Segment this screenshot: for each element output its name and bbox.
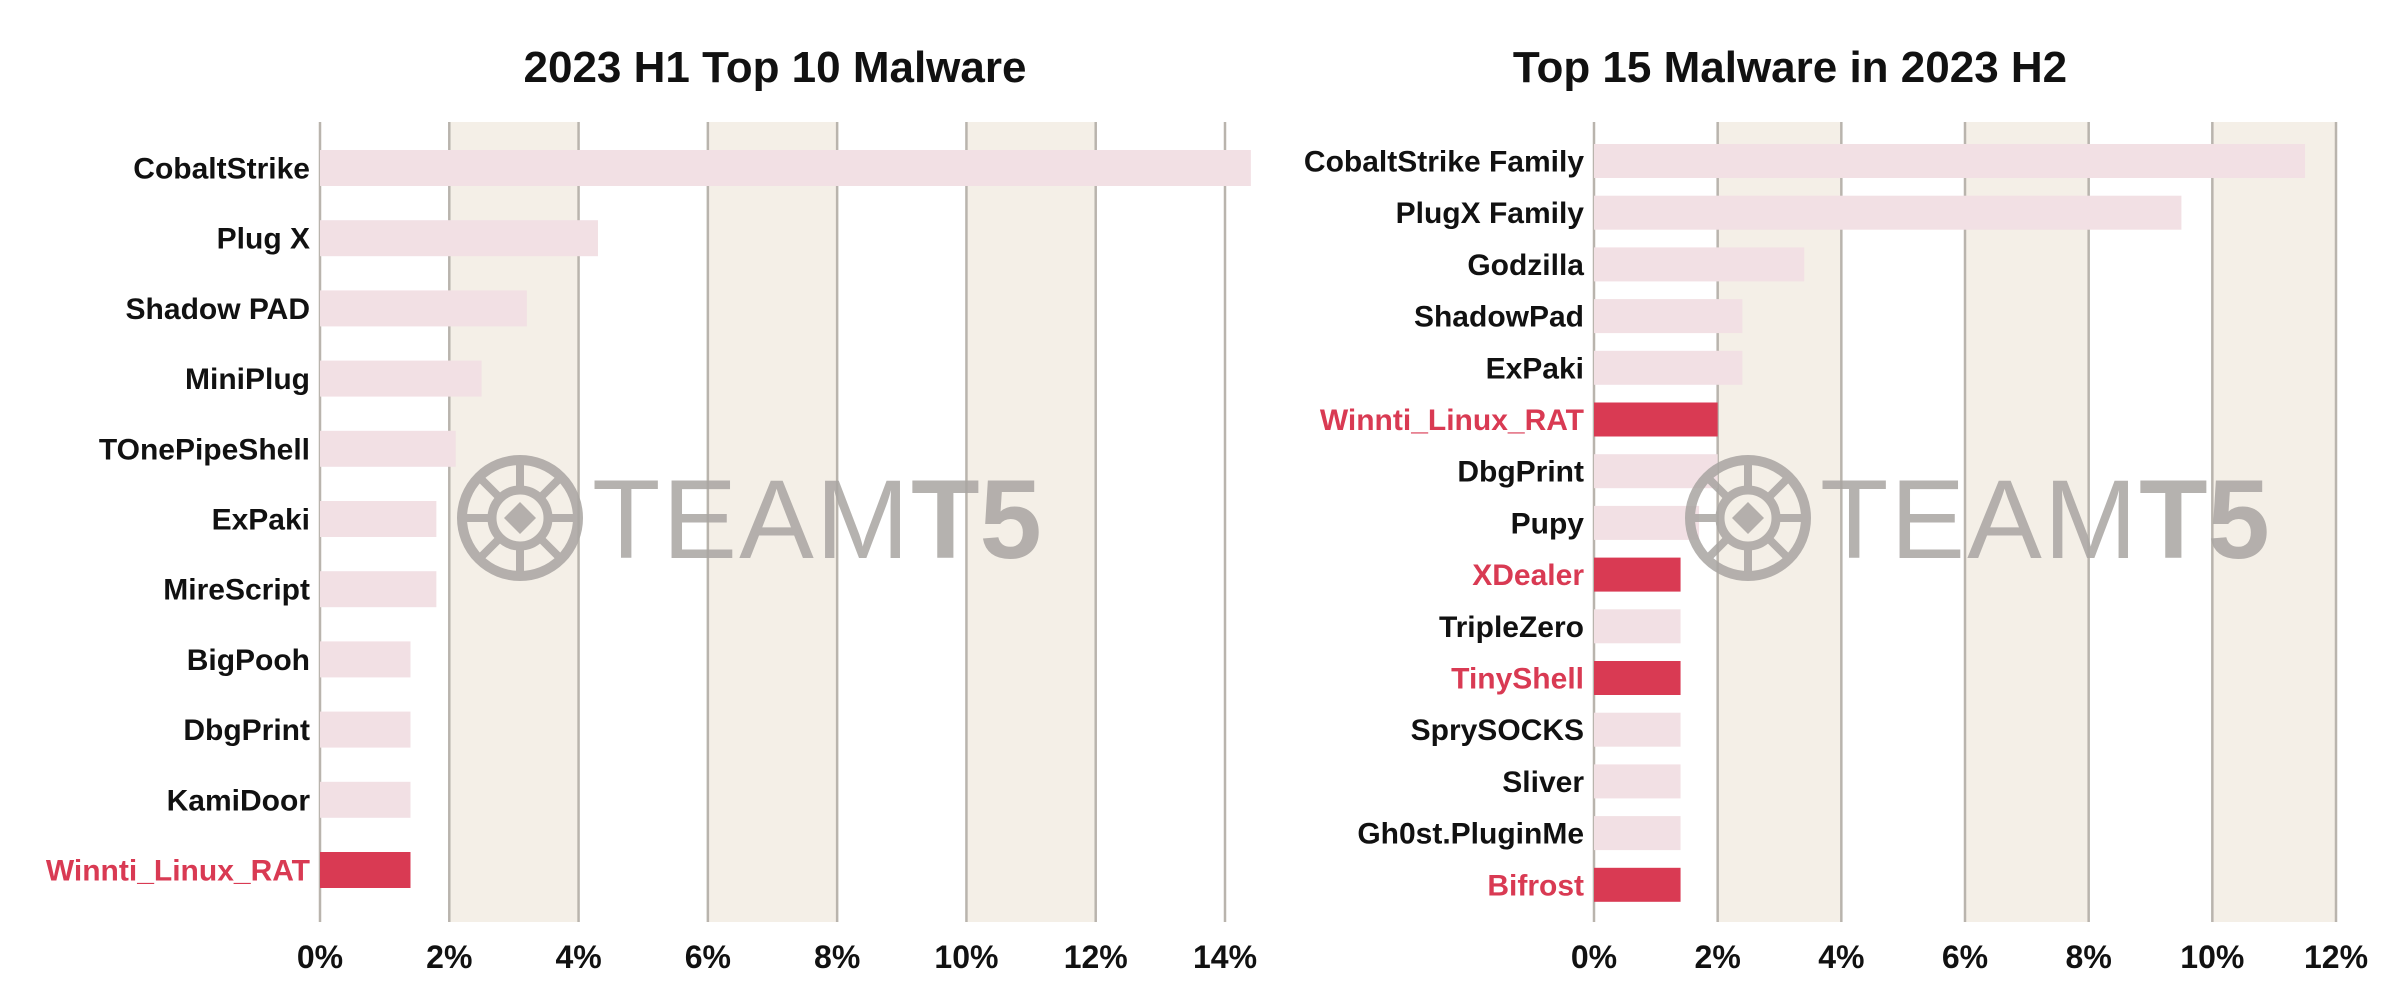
chart-h2-category-label: Godzilla [1467, 249, 1584, 282]
chart-h1-category-label: MireScript [163, 574, 310, 607]
chart-h1-category-label: TOnePipeShell [99, 433, 310, 466]
chart-h2-bar [1594, 505, 1700, 540]
chart-h2-category-label: TinyShell [1451, 663, 1584, 696]
chart-h2-bar [1594, 661, 1681, 695]
chart-h2-title: Top 15 Malware in 2023 H2 [1513, 43, 2067, 92]
chart-h2-x-tick-label: 4% [1818, 939, 1864, 975]
chart-h2-category-label: ExPaki [1486, 352, 1584, 385]
chart-h1-category-label: BigPooh [187, 644, 310, 677]
chart-h1-bar [320, 150, 1251, 186]
chart-h1-title: 2023 H1 Top 10 Malware [524, 43, 1027, 92]
chart-h2-category-label: Sliver [1502, 766, 1584, 799]
chart-h1-bar [320, 290, 527, 327]
chart-h1-x-ticks: 0% 2% 4% 6% 8% 10% 12% 14% [297, 939, 1257, 975]
chart-h1-bar [320, 711, 411, 748]
chart-h2-x-ticks: 0% 2% 4% 6% 8% 10% 12% [1571, 939, 2368, 975]
chart-h2-x-tick-label: 8% [2066, 939, 2112, 975]
chart-h2-x-tick-label: 10% [2180, 939, 2244, 975]
chart-h2-bars [1594, 144, 2306, 902]
chart-h2-bar [1594, 764, 1681, 799]
chart-h1-bar [320, 781, 411, 818]
chart-h1-band [707, 122, 838, 922]
chart-h2-x-tick-label: 12% [2304, 939, 2368, 975]
chart-h1-x-tick-label: 4% [555, 939, 601, 975]
chart-h1-x-tick-label: 6% [685, 939, 731, 975]
chart-h2-band [1965, 122, 2089, 922]
chart-h1-category-label: Plug X [217, 223, 310, 256]
chart-h2-category-label: CobaltStrike Family [1304, 146, 1584, 179]
chart-h1-bar [320, 430, 456, 467]
chart-h1-x-tick-label: 12% [1064, 939, 1128, 975]
chart-h2-bar [1594, 867, 1681, 902]
chart-h2-bar [1594, 402, 1718, 437]
chart-h2-panel: Top 15 Malware in 2023 H2 0% 2% 4% 6% 8% 10% 1… [1304, 43, 2368, 975]
chart-h1-bar [320, 641, 411, 678]
chart-h1-bars [320, 150, 1251, 888]
chart-h2-bar [1594, 195, 2182, 230]
chart-h1-category-label: ExPaki [212, 504, 310, 537]
chart-h1-band [966, 122, 1096, 922]
chart-h1-category-label: DbgPrint [183, 714, 310, 747]
chart-h1-bar [320, 501, 437, 537]
chart-h1-category-label: Shadow PAD [126, 293, 310, 326]
chart-h2-category-label: DbgPrint [1457, 456, 1584, 489]
chart-h2-category-labels: CobaltStrike Family PlugX Family Godzilla S… [1304, 146, 1584, 903]
chart-h1-x-tick-label: 14% [1193, 939, 1257, 975]
chart-h2-bar [1594, 247, 1805, 282]
chart-h1-category-label: KamiDoor [167, 784, 311, 817]
chart-h1-panel: 2023 H1 Top 10 Malware 0% 2% 4% 6% 8% 10% 12% 1… [46, 43, 1257, 975]
chart-h1-category-labels: CobaltStrike Plug X Shadow PAD MiniPlug TOne… [46, 153, 310, 888]
chart-h2-category-label: Winnti_Linux_RAT [1320, 404, 1584, 437]
chart-h2-bands [1717, 122, 2336, 922]
chart-h2-category-label: ShadowPad [1414, 301, 1584, 334]
chart-h2-category-label: SprySOCKS [1411, 714, 1584, 747]
chart-h2-x-tick-label: 6% [1942, 939, 1988, 975]
chart-h1-x-tick-label: 8% [814, 939, 860, 975]
chart-h1-bar [320, 360, 482, 397]
teamt5-watermark-text: TEAMT5 [1820, 457, 2270, 582]
chart-h1-x-tick-label: 10% [934, 939, 998, 975]
chart-h2-x-tick-label: 0% [1571, 939, 1617, 975]
chart-h2-category-label: PlugX Family [1396, 197, 1585, 230]
chart-h2-bar [1594, 557, 1681, 592]
chart-h2-bar [1594, 299, 1743, 334]
chart-h2-band [2212, 122, 2336, 922]
teamt5-watermark-logo: TEAMT5 [457, 455, 1042, 582]
chart-h2-bar [1594, 712, 1681, 747]
chart-h1-category-label: MiniPlug [185, 363, 310, 396]
chart-h1-category-label: CobaltStrike [133, 153, 310, 186]
chart-h1-category-label: Winnti_Linux_RAT [46, 855, 310, 888]
chart-h2-category-label: XDealer [1472, 559, 1584, 592]
chart-h2-category-label: TripleZero [1439, 611, 1584, 644]
chart-h1-bar [320, 571, 437, 608]
chart-h1-x-tick-label: 0% [297, 939, 343, 975]
chart-h2-category-label: Gh0st.PluginMe [1357, 818, 1584, 851]
chart-h1-bar [320, 220, 598, 257]
chart-h1-x-tick-label: 2% [426, 939, 472, 975]
chart-h2-bar [1594, 816, 1681, 851]
chart-h2-x-tick-label: 2% [1695, 939, 1741, 975]
chart-h1-bar [320, 852, 411, 888]
chart-h2-category-label: Bifrost [1487, 869, 1584, 902]
chart-h2-bar [1594, 350, 1743, 385]
chart-h2-bar [1594, 609, 1681, 644]
teamt5-watermark-logo: TEAMT5 [1685, 455, 2270, 582]
teamt5-watermark-text: TEAMT5 [592, 457, 1042, 582]
chart-h2-category-label: Pupy [1511, 507, 1585, 540]
chart-h2-bar [1594, 144, 2306, 178]
